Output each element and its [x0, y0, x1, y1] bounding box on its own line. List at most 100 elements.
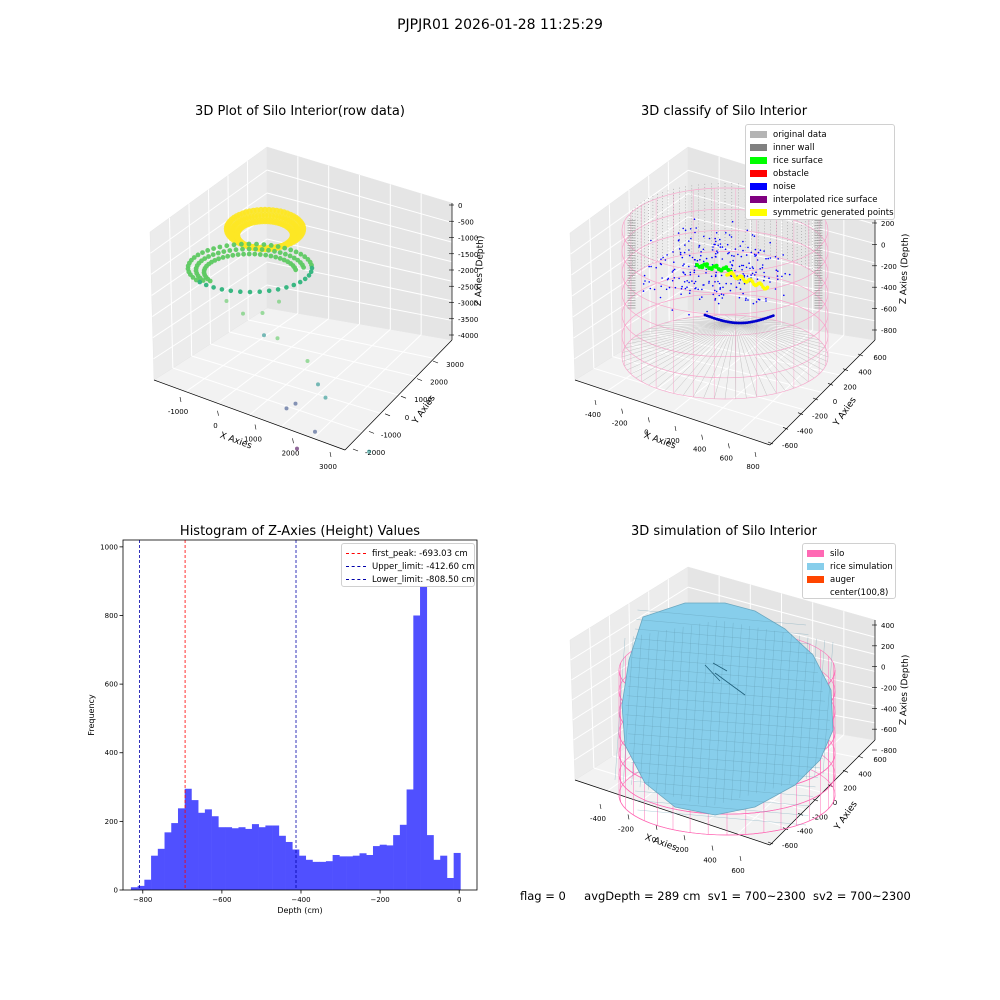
panel3-y-tick-label: 400: [105, 749, 118, 757]
figure-suptitle: PJPJR01 2026-01-28 11:25:29: [397, 17, 603, 33]
panel4-x-tick-label: -400: [590, 815, 606, 823]
panel1-grid-line: [188, 203, 193, 357]
panel4-mesh-line: [797, 637, 809, 782]
panel2-original-data-line: [703, 321, 736, 399]
legend-label: rice simulation: [830, 561, 893, 572]
panel1-point: [289, 230, 296, 237]
panel4-mesh-line: [635, 790, 811, 807]
panel2-noise-point: [680, 293, 682, 295]
panel4-mesh-line: [806, 638, 817, 779]
panel4-mesh-line: [664, 628, 676, 795]
panel2-noise-point: [678, 248, 681, 250]
panel2-noise-point: [752, 267, 754, 270]
panel2-y-tick: [842, 368, 849, 371]
panel2-noise-point: [730, 283, 732, 285]
panel2-legend-item: inner wall: [750, 141, 890, 154]
panel1-y-tick-label: 3000: [446, 361, 464, 369]
panel2-original-data-line: [714, 314, 736, 323]
panel2-noise-point: [732, 259, 734, 262]
panel1-title: 3D Plot of Silo Interior(row data): [195, 104, 405, 119]
panel4-y-tick-label: -600: [782, 842, 798, 850]
panel2-noise-point: [743, 274, 746, 277]
panel2-noise-point: [737, 253, 739, 256]
panel1-point: [293, 267, 299, 273]
legend-label: first_peak: -693.03 cm: [372, 548, 468, 559]
panel1-grid-line: [227, 175, 230, 333]
panel2-noise-point: [680, 287, 683, 290]
panel2-noise-point: [698, 244, 701, 247]
panel1-point: [293, 249, 299, 255]
panel2-noise-point: [769, 281, 771, 283]
panel4-legend-item: center(100,8): [807, 586, 891, 599]
panel2-noise-point: [700, 251, 702, 253]
panel3-bar: [218, 827, 226, 890]
panel1-grid-line: [208, 189, 211, 345]
panel2-noise-point: [653, 288, 656, 291]
panel1-grid-line: [210, 343, 399, 396]
panel2-noise-point: [716, 250, 718, 252]
panel2-noise-point: [722, 286, 724, 289]
panel2-noise-point: [725, 282, 727, 285]
panel4-x-tick: [739, 855, 742, 862]
panel1-point: [305, 359, 310, 363]
panel3-x-tick-label: −200: [370, 896, 389, 904]
panel2-noise-point: [724, 248, 727, 250]
panel1-point: [246, 241, 252, 247]
panel2-x-tick-label: 800: [746, 463, 759, 471]
panel2-x-tick: [674, 425, 677, 432]
panel1-point: [291, 255, 297, 261]
panel1-point: [219, 287, 225, 292]
legend-label: original data: [773, 129, 827, 140]
panel1-x-tick: [329, 451, 332, 458]
panel4-y-tick-label: 0: [833, 799, 837, 807]
panel1-point: [263, 252, 269, 258]
panel2-noise-point: [650, 265, 652, 268]
panel2-noise-point: [701, 288, 703, 291]
panel3-bar: [245, 828, 253, 890]
panel2-noise-point: [745, 297, 747, 300]
panel2-noise-point: [683, 281, 686, 283]
panel2-noise-point: [743, 282, 746, 285]
panel4-mesh-line: [629, 676, 823, 692]
panel2-noise-point: [674, 286, 677, 289]
panel1-x-tick-label: 1000: [244, 436, 262, 444]
sv2-text: sv2 = 700~2300: [812, 889, 911, 903]
panel2-original-data-line: [734, 321, 747, 399]
panel3-bar: [292, 849, 300, 890]
panel2-y-tick: [812, 397, 819, 401]
panel2-noise-point: [747, 299, 749, 301]
panel2-noise-point: [714, 255, 717, 258]
panel1-point: [235, 252, 241, 257]
panel2-noise-point: [712, 293, 714, 296]
panel2-noise-point: [719, 288, 721, 290]
panel1-point: [302, 254, 308, 260]
panel2-inner-wall: [621, 183, 829, 400]
panel1-x-axis-line: [153, 379, 346, 451]
panel2-noise-point: [767, 257, 769, 260]
panel2-legend-item: obstacle: [750, 167, 890, 180]
panel1-y-tick: [432, 360, 439, 364]
panel2-title: 3D classify of Silo Interior: [640, 104, 808, 119]
panel4-rice-simulation: [614, 602, 834, 826]
panel4-mesh-line: [625, 714, 830, 730]
panel2-noise-point: [775, 269, 778, 271]
panel4-mesh-line: [648, 631, 659, 790]
panel1-point: [224, 299, 229, 303]
panel2-noise-points: [642, 218, 791, 325]
panel1-point: [297, 279, 303, 285]
panel1-point: [306, 273, 312, 278]
panel2-noise-point: [684, 287, 687, 290]
panel3-bar: [204, 809, 212, 890]
panel4-legend: silo rice simulation auger center(100,8): [802, 543, 896, 599]
panel2-noise-point: [783, 294, 785, 297]
panel2-noise-point: [719, 243, 722, 245]
panel2-noise-point: [715, 274, 717, 276]
panel4-z-tick-label: -400: [881, 705, 897, 713]
panel2-noise-point: [761, 266, 764, 269]
panel1-z-tick-label: 0: [458, 202, 462, 210]
panel3-bars: [130, 561, 461, 890]
panel1-z-tick-label: -1000: [458, 235, 478, 243]
panel2-noise-point: [740, 255, 743, 258]
panel2-y-tick-label: 400: [858, 369, 871, 377]
panel2-noise-point: [660, 258, 662, 260]
